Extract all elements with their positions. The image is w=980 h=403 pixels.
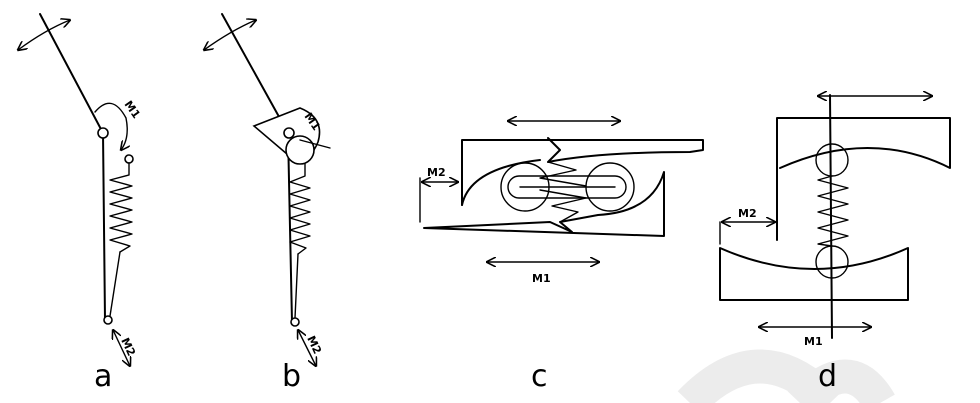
roller-top xyxy=(815,143,849,177)
frame-rod xyxy=(287,132,293,323)
caption-c: c xyxy=(531,359,548,394)
diagram-c: M2 M1 c xyxy=(419,121,704,394)
m2-label: M2 xyxy=(427,166,446,179)
cam-roller xyxy=(285,135,315,165)
spring-anchor-top xyxy=(124,154,134,164)
m2-arrow xyxy=(298,330,316,366)
spring-anchor-bottom xyxy=(103,315,113,325)
lower-slider xyxy=(423,171,665,237)
spring xyxy=(817,175,849,247)
spring xyxy=(109,162,133,253)
pivot-joint xyxy=(97,127,109,139)
diagram-b: M1 M2 b xyxy=(204,13,331,394)
m2-label: M2 xyxy=(738,207,757,220)
upper-slider xyxy=(461,137,704,206)
upper-slider-curve xyxy=(461,159,541,206)
pivot-joint xyxy=(283,127,295,139)
m2-label: M2 xyxy=(118,336,138,358)
center-rod xyxy=(829,94,833,339)
m2-arrow xyxy=(113,330,130,366)
m2-label: M2 xyxy=(304,334,324,356)
spring-rod xyxy=(294,253,299,319)
m1-moment-arc xyxy=(94,102,127,150)
caption-a: a xyxy=(94,359,112,394)
spring-anchor-bottom xyxy=(290,317,300,327)
lever-arm xyxy=(39,13,104,134)
diagram-d: M2 M1 d xyxy=(719,94,951,394)
swing-arrow xyxy=(18,20,70,50)
diagram-a: M1 M2 a xyxy=(18,13,143,394)
spring xyxy=(289,163,311,255)
spring-teeth-top xyxy=(539,161,587,187)
m1-label: M1 xyxy=(804,335,823,348)
lower-block xyxy=(719,247,909,301)
cam-contact-line xyxy=(299,139,331,149)
slot xyxy=(507,175,627,199)
caption-b: b xyxy=(282,359,301,394)
frame-rod xyxy=(102,132,106,321)
spring-rod xyxy=(109,251,121,317)
m1-label: M1 xyxy=(532,272,551,285)
spring-teeth-bottom xyxy=(539,189,587,223)
upper-block xyxy=(776,117,951,176)
caption-d: d xyxy=(818,359,837,394)
swing-arrow xyxy=(204,20,256,50)
m1-label: M1 xyxy=(122,98,143,121)
watermark xyxy=(677,349,895,403)
